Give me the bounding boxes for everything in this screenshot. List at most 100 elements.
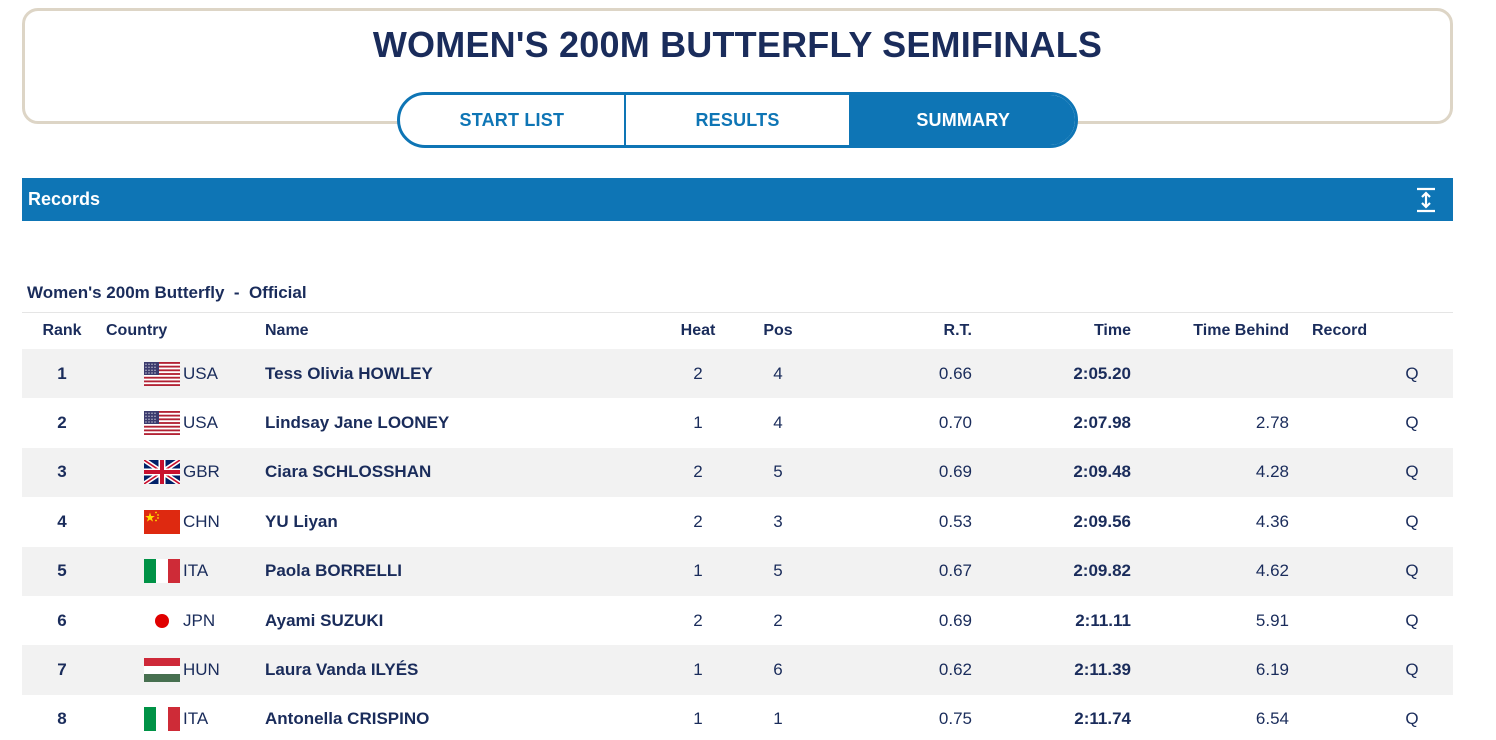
heat-cell: 2 [693, 610, 703, 630]
time-cell: 2:09.82 [1073, 561, 1131, 581]
time-behind-cell [1172, 349, 1289, 398]
pos-cell: 1 [773, 709, 783, 729]
time-cell: 2:11.11 [1075, 610, 1131, 630]
time-cell: 2:11.74 [1074, 709, 1131, 729]
athlete-name-link[interactable]: Laura Vanda ILYÉS [265, 660, 419, 680]
time-behind-cell: 4.62 [1255, 561, 1289, 581]
heat-cell: 2 [693, 363, 703, 383]
records-label: Records [28, 189, 101, 209]
country-code: JPN [183, 610, 216, 630]
time-cell: 2:05.20 [1073, 363, 1131, 383]
country-cell: ITA [144, 547, 264, 596]
table-row[interactable]: 7 HUN Laura Vanda ILYÉS 1 6 0.62 2:11.39… [22, 645, 1453, 695]
column-header-pos[interactable]: Pos [763, 322, 793, 339]
qualification-cell: Q [1405, 660, 1419, 680]
qualification-cell: Q [1405, 462, 1419, 482]
chn-flag-icon [144, 509, 180, 534]
country-cell: USA [144, 349, 264, 398]
table-row[interactable]: 3 GBR Ciara SCHLOSSHAN 2 5 0.69 2:09.48 … [22, 447, 1453, 498]
rank-cell: 1 [57, 363, 67, 383]
table-row[interactable]: 4 CHN YU Liyan 2 3 0.53 2:09.56 4.36 Q [22, 497, 1453, 547]
rank-cell: 3 [57, 462, 67, 482]
country-code: ITA [183, 709, 209, 729]
country-cell: ITA [144, 695, 264, 740]
heat-cell: 2 [693, 511, 703, 531]
heat-cell: 1 [693, 709, 703, 729]
column-header-rt[interactable]: R.T. [943, 322, 972, 339]
time-behind-cell: 4.28 [1255, 462, 1289, 482]
pos-cell: 5 [773, 462, 783, 482]
ita-flag-icon [144, 559, 180, 584]
reaction-time-cell: 0.69 [938, 462, 972, 482]
tab-results[interactable]: RESULTS [623, 95, 850, 145]
athlete-name-link[interactable]: Paola BORRELLI [265, 561, 402, 581]
table-header-row: Rank Country Name Heat Pos R.T. Time Tim… [22, 312, 1453, 349]
usa-flag-icon [144, 411, 180, 436]
rank-cell: 8 [57, 709, 67, 729]
reaction-time-cell: 0.69 [938, 610, 972, 630]
athlete-name-link[interactable]: Lindsay Jane LOONEY [265, 413, 450, 433]
rank-cell: 4 [57, 511, 67, 531]
results-table: Rank Country Name Heat Pos R.T. Time Tim… [22, 312, 1453, 740]
rank-cell: 6 [57, 610, 67, 630]
time-behind-cell: 5.91 [1255, 610, 1289, 630]
table-row[interactable]: 5 ITA Paola BORRELLI 1 5 0.67 2:09.82 4.… [22, 546, 1453, 596]
country-cell: GBR [144, 448, 264, 497]
time-cell: 2:09.56 [1073, 511, 1131, 531]
reaction-time-cell: 0.67 [938, 561, 972, 581]
heat-cell: 1 [693, 660, 703, 680]
column-header-record[interactable]: Record [1312, 322, 1368, 339]
column-header-time[interactable]: Time [1093, 322, 1131, 339]
qualification-cell: Q [1405, 363, 1419, 383]
time-behind-cell: 6.19 [1255, 660, 1289, 680]
qualification-cell: Q [1405, 709, 1419, 729]
athlete-name-link[interactable]: Ayami SUZUKI [265, 610, 384, 630]
country-cell: JPN [144, 596, 264, 645]
rank-cell: 2 [57, 413, 67, 433]
athlete-name-link[interactable]: Ciara SCHLOSSHAN [265, 462, 432, 482]
tab-summary[interactable]: SUMMARY [849, 95, 1075, 145]
time-cell: 2:07.98 [1073, 413, 1131, 433]
expand-vertical-icon[interactable] [1415, 187, 1437, 213]
qualification-cell: Q [1405, 413, 1419, 433]
reaction-time-cell: 0.62 [938, 660, 972, 680]
event-subtitle: Women's 200m Butterfly - Official [27, 283, 307, 302]
rank-cell: 5 [57, 561, 67, 581]
country-cell: USA [144, 398, 264, 447]
time-cell: 2:09.48 [1073, 462, 1131, 482]
country-code: GBR [183, 462, 220, 482]
column-header-rank[interactable]: Rank [42, 322, 82, 339]
gbr-flag-icon [144, 460, 180, 485]
page-title: WOMEN'S 200M BUTTERFLY SEMIFINALS [372, 24, 1103, 65]
time-cell: 2:11.39 [1074, 660, 1131, 680]
reaction-time-cell: 0.66 [938, 363, 972, 383]
time-behind-cell: 6.54 [1255, 709, 1289, 729]
view-tabs: START LIST RESULTS SUMMARY [397, 92, 1078, 148]
reaction-time-cell: 0.70 [938, 413, 972, 433]
pos-cell: 4 [773, 363, 783, 383]
heat-cell: 1 [693, 413, 703, 433]
athlete-name-link[interactable]: Tess Olivia HOWLEY [265, 363, 433, 383]
athlete-name-link[interactable]: YU Liyan [265, 511, 338, 531]
time-behind-cell: 4.36 [1255, 511, 1289, 531]
column-header-name[interactable]: Name [265, 322, 309, 339]
column-header-time-behind[interactable]: Time Behind [1193, 322, 1289, 339]
athlete-name-link[interactable]: Antonella CRISPINO [265, 709, 430, 729]
country-cell: CHN [144, 497, 264, 546]
pos-cell: 4 [773, 413, 783, 433]
qualification-cell: Q [1405, 610, 1419, 630]
table-row[interactable]: 6 JPN Ayami SUZUKI 2 2 0.69 2:11.11 5.91… [22, 595, 1453, 646]
jpn-flag-icon [144, 608, 180, 633]
table-row[interactable]: 8 ITA Antonella CRISPINO 1 1 0.75 2:11.7… [22, 694, 1453, 740]
column-header-country[interactable]: Country [106, 322, 168, 339]
country-cell: HUN [144, 645, 264, 694]
pos-cell: 5 [773, 561, 783, 581]
table-row[interactable]: 1 USA Tess Olivia HOWLEY 2 4 0.66 2:05.2… [22, 349, 1453, 399]
time-behind-cell: 2.78 [1255, 413, 1289, 433]
table-row[interactable]: 2 USA Lindsay Jane LOONEY 1 4 0.70 2:07.… [22, 398, 1453, 448]
rank-cell: 7 [57, 660, 67, 680]
tab-start-list[interactable]: START LIST [459, 109, 565, 130]
column-header-heat[interactable]: Heat [680, 322, 716, 339]
records-accordion-header[interactable]: Records [22, 178, 1453, 221]
qualification-cell: Q [1405, 561, 1419, 581]
